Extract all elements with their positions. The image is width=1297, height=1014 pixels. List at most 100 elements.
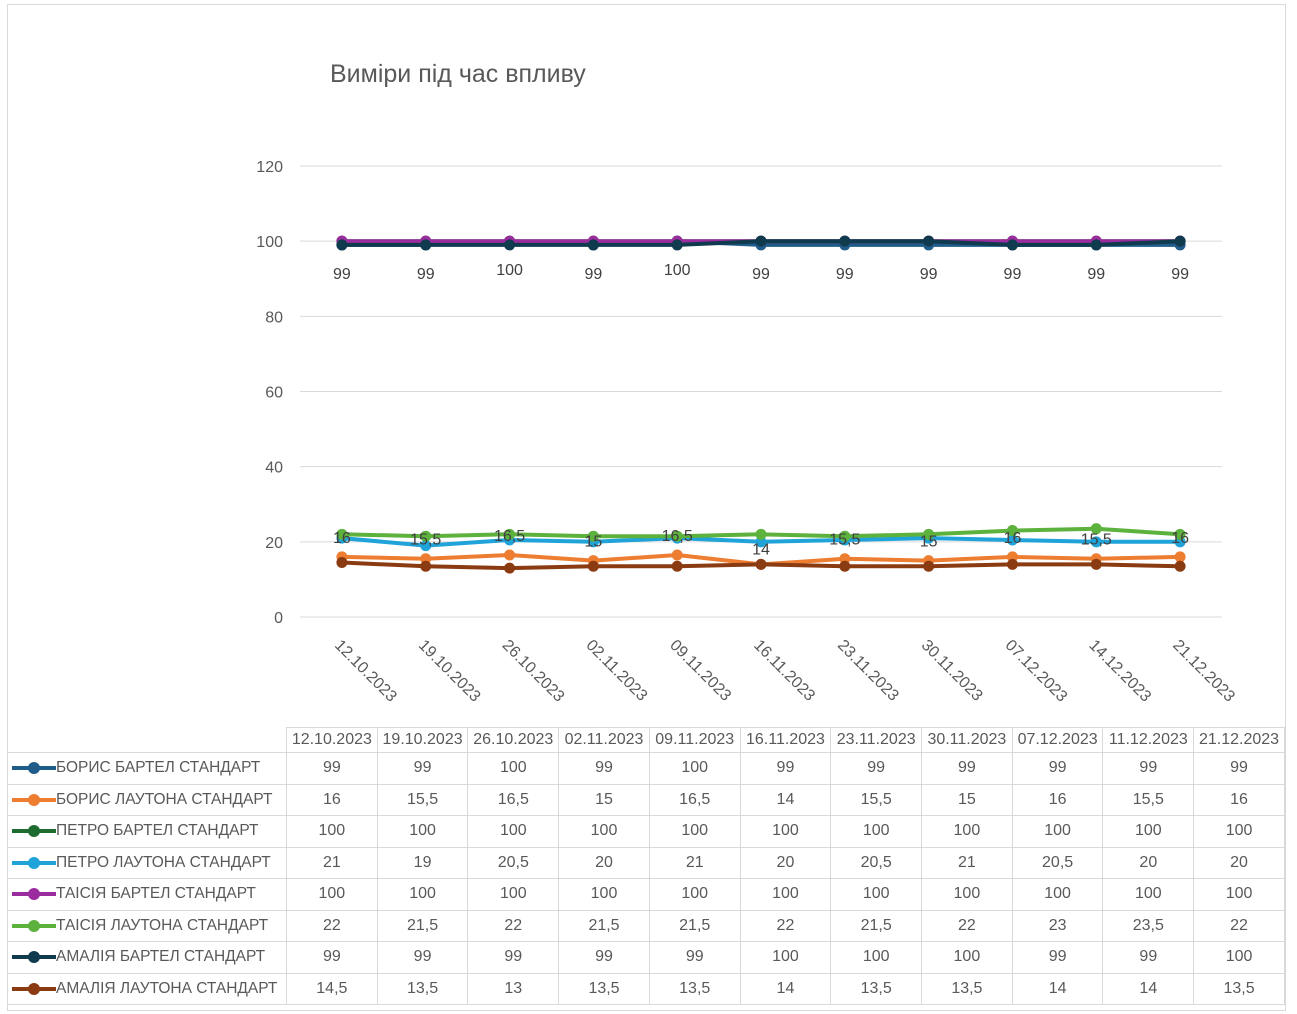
table-column-header: 16.11.2023 bbox=[739, 727, 832, 753]
table-cell: 100 bbox=[1102, 878, 1195, 911]
data-point bbox=[1090, 239, 1102, 251]
table-cell: 100 bbox=[467, 878, 560, 911]
data-point bbox=[587, 239, 599, 251]
x-tick-label: 09.11.2023 bbox=[666, 637, 734, 705]
table-cell: 13,5 bbox=[921, 972, 1013, 1005]
x-tick-label: 26.10.2023 bbox=[499, 637, 568, 706]
data-label: 16,5 bbox=[494, 528, 525, 545]
legend-key-icon bbox=[12, 982, 56, 995]
data-point bbox=[839, 530, 851, 542]
x-tick-label: 23.11.2023 bbox=[834, 637, 902, 705]
data-point bbox=[504, 562, 516, 574]
legend-key-marker bbox=[28, 762, 40, 775]
table-cell: 100 bbox=[1011, 815, 1104, 848]
data-point bbox=[671, 239, 683, 251]
data-point bbox=[1006, 239, 1018, 251]
table-cell: 100 bbox=[1011, 878, 1104, 911]
legend-entry: АМАЛІЯ ЛАУТОНА СТАНДАРТ bbox=[7, 972, 287, 1005]
table-cell: 100 bbox=[376, 815, 469, 848]
table-cell: 15,5 bbox=[1102, 783, 1195, 816]
table-cell: 21,5 bbox=[376, 909, 469, 942]
data-point bbox=[755, 528, 767, 540]
table-cell: 100 bbox=[1193, 878, 1285, 911]
table-cell: 100 bbox=[921, 941, 1013, 974]
table-cell: 20 bbox=[1193, 846, 1285, 879]
table-cell: 100 bbox=[830, 878, 923, 911]
table-cell: 100 bbox=[921, 878, 1013, 911]
y-tick-label: 100 bbox=[256, 234, 283, 251]
table-cell: 100 bbox=[467, 815, 560, 848]
table-cell: 13,5 bbox=[830, 972, 923, 1005]
table-cell: 100 bbox=[739, 941, 832, 974]
table-cell: 23,5 bbox=[1102, 909, 1195, 942]
table-cell: 15 bbox=[921, 783, 1013, 816]
x-tick-label: 02.11.2023 bbox=[583, 637, 651, 705]
table-column-header: 12.10.2023 bbox=[286, 727, 378, 753]
series-name: АМАЛІЯ БАРТЕЛ СТАНДАРТ bbox=[56, 948, 266, 966]
table-cell: 100 bbox=[286, 815, 378, 848]
table-cell: 22 bbox=[739, 909, 832, 942]
table-cell: 20,5 bbox=[467, 846, 560, 879]
legend-key-marker bbox=[28, 919, 40, 932]
legend-key-marker bbox=[28, 888, 40, 901]
data-point bbox=[1006, 551, 1018, 563]
table-cell: 100 bbox=[648, 878, 741, 911]
table-cell: 100 bbox=[467, 752, 560, 785]
table-row: БОРИС ЛАУТОНА СТАНДАРТ 16 15,5 16,5 15 16,5 14… bbox=[7, 783, 1285, 816]
table-row: ПЕТРО ЛАУТОНА СТАНДАРТ 21 19 20,5 20 21 20 20,5… bbox=[7, 846, 1285, 879]
legend-entry: БОРИС БАРТЕЛ СТАНДАРТ bbox=[7, 752, 287, 785]
table-cell: 20 bbox=[739, 846, 832, 879]
table-column-header: 02.11.2023 bbox=[558, 727, 650, 753]
table-cell: 100 bbox=[648, 752, 741, 785]
table-cell: 99 bbox=[1011, 941, 1104, 974]
chart-title: Виміри під час впливу bbox=[330, 60, 586, 88]
table-cell: 100 bbox=[286, 878, 378, 911]
table-cell: 100 bbox=[558, 815, 650, 848]
data-label: 15 bbox=[920, 534, 938, 551]
data-point bbox=[1006, 534, 1018, 546]
data-point bbox=[1006, 525, 1018, 537]
data-point bbox=[420, 530, 432, 542]
table-row: БОРИС БАРТЕЛ СТАНДАРТ 99 99 100 99 100 99 99 99 9… bbox=[7, 752, 1285, 785]
table-cell: 100 bbox=[739, 815, 832, 848]
table-cell: 99 bbox=[1011, 752, 1104, 785]
data-label: 100 bbox=[664, 262, 691, 279]
table-cell: 99 bbox=[1102, 941, 1195, 974]
table-cell: 13,5 bbox=[376, 972, 469, 1005]
table-cell: 21,5 bbox=[648, 909, 741, 942]
table-cell: 99 bbox=[286, 941, 378, 974]
table-cell: 14 bbox=[1011, 972, 1104, 1005]
data-point bbox=[923, 235, 935, 247]
data-point bbox=[1174, 528, 1186, 540]
x-tick-label: 07.12.2023 bbox=[1002, 637, 1071, 706]
data-label: 16 bbox=[333, 530, 351, 547]
data-point bbox=[587, 560, 599, 572]
table-cell: 99 bbox=[558, 752, 650, 785]
table-cell: 99 bbox=[558, 941, 650, 974]
data-label: 100 bbox=[496, 262, 523, 279]
table-cell: 13,5 bbox=[648, 972, 741, 1005]
legend-entry: ПЕТРО ЛАУТОНА СТАНДАРТ bbox=[7, 846, 287, 879]
table-cell: 20,5 bbox=[830, 846, 923, 879]
data-label: 15,5 bbox=[1081, 532, 1112, 549]
table-cell: 15 bbox=[558, 783, 650, 816]
data-point bbox=[1090, 536, 1102, 548]
table-cell: 13 bbox=[467, 972, 560, 1005]
table-corner bbox=[7, 727, 287, 753]
data-point bbox=[755, 536, 767, 548]
table-cell: 99 bbox=[467, 941, 560, 974]
data-label: 99 bbox=[1171, 266, 1189, 283]
legend-entry: ПЕТРО БАРТЕЛ СТАНДАРТ bbox=[7, 815, 287, 848]
data-point bbox=[755, 558, 767, 570]
x-tick-label: 19.10.2023 bbox=[415, 637, 484, 706]
data-label: 99 bbox=[584, 266, 602, 283]
table-cell: 100 bbox=[376, 878, 469, 911]
series-name: БОРИС БАРТЕЛ СТАНДАРТ bbox=[56, 759, 261, 777]
x-tick-label: 16.11.2023 bbox=[750, 637, 818, 705]
table-cell: 21,5 bbox=[558, 909, 650, 942]
table-cell: 100 bbox=[739, 878, 832, 911]
data-label: 14 bbox=[752, 541, 770, 558]
data-point bbox=[504, 528, 516, 540]
table-cell: 22 bbox=[286, 909, 378, 942]
